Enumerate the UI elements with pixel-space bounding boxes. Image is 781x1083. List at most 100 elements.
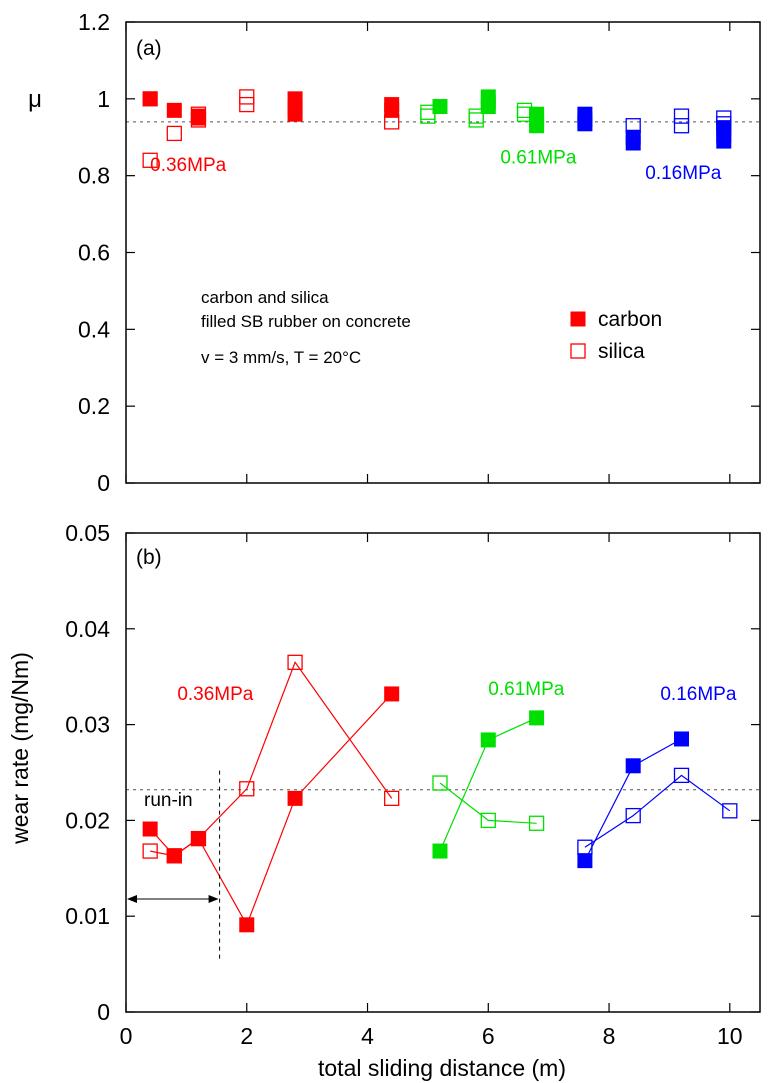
panel-a-silica-blue-point xyxy=(673,108,690,124)
run-in-arrowhead-right xyxy=(208,894,219,903)
panel-b-silica-blue-point xyxy=(625,807,641,824)
panel-b-silica-red-point xyxy=(166,848,182,864)
panel-b-silica-red-point xyxy=(384,790,400,807)
run-in-arrowhead-left xyxy=(127,894,137,903)
panel-b-silica-green-point xyxy=(432,775,448,791)
panel-b-carbon-green-point xyxy=(432,843,448,859)
panel-b-silica-red-line xyxy=(150,661,393,857)
panel-b-carbon-blue-point xyxy=(625,758,641,774)
panel-b-label: (b) xyxy=(136,546,162,569)
panel-b-y-axis-label: wear rate (mg/Nm) xyxy=(7,652,33,845)
legend-silica-marker xyxy=(570,343,586,359)
panel-b-silica-green-point xyxy=(480,812,496,829)
x-axis-label: total sliding distance (m) xyxy=(318,1055,566,1081)
panel-a-silica-red-point xyxy=(239,89,255,105)
panel-b-carbon-red-point xyxy=(287,790,303,806)
panel-a-silica-blue-point xyxy=(625,118,641,134)
panel-b-ticks: 0 0.01 0.02 0.03 0.04 0.05 xyxy=(65,520,760,1025)
panel-b-silica-blue-point xyxy=(673,767,690,784)
panel-a-pressure-label: 0.36MPa xyxy=(150,155,226,176)
panel-b-marks: 0.36MPa 0.61MPa 0.16MPa xyxy=(142,654,738,933)
panel-b-carbon-green-point xyxy=(529,710,545,726)
panel-b-carbon-green-point xyxy=(480,732,496,748)
shared-x-ticks: 0 2 4 6 8 10 xyxy=(120,1023,743,1049)
panel-a-silica-blue-point xyxy=(716,116,732,132)
panel-a-note-line-1: carbon and silica xyxy=(201,288,329,307)
panel-b-carbon-blue-point xyxy=(674,731,690,747)
panel-a-carbon-green-point xyxy=(480,99,496,115)
panel-b-carbon-red-point xyxy=(384,686,400,702)
panel-b-silica-red-point xyxy=(142,843,158,859)
panel-a-carbon-blue-point xyxy=(716,133,732,149)
panel-a-silica-red-point xyxy=(166,125,182,142)
x-tick-label: 6 xyxy=(482,1023,495,1049)
panel-a-ticks: 0 0.2 0.4 0.6 0.8 1 1.2 xyxy=(78,9,760,496)
panel-a-silica-red-point xyxy=(142,152,158,168)
panel-b-carbon-blue-point xyxy=(577,853,593,869)
panel-a-carbon-green-point xyxy=(529,118,545,134)
panel-b-y-tick-label: 0.01 xyxy=(65,903,110,929)
x-tick-label: 0 xyxy=(120,1023,133,1049)
panel-b-silica-red-point xyxy=(239,781,255,797)
panel-a-y-tick-label: 0.6 xyxy=(78,240,110,266)
panel-a-y-tick-label: 1 xyxy=(97,86,110,112)
legend-silica-label: silica xyxy=(598,340,645,363)
panel-a-pressure-label: 0.16MPa xyxy=(645,163,721,184)
panel-a-silica-green-point xyxy=(420,108,436,124)
panel-b-carbon-blue-line xyxy=(584,738,682,861)
run-in-annotation: run-in xyxy=(127,770,221,960)
panel-a-plot-frame xyxy=(125,21,761,484)
panel-a-carbon-green-point xyxy=(432,99,448,115)
panel-b-pressure-label: 0.16MPa xyxy=(660,684,736,705)
panel-a-y-tick-label: 0.2 xyxy=(78,393,110,419)
panel-b-silica-blue-line xyxy=(584,774,731,848)
panel-b-y-tick-label: 0.02 xyxy=(65,807,110,833)
panel-b-silica-blue-point xyxy=(722,803,738,819)
legend-carbon-marker xyxy=(570,311,586,327)
panel-a-carbon-red-point xyxy=(166,102,182,118)
run-in-label: run-in xyxy=(144,790,193,811)
x-tick-label: 4 xyxy=(361,1023,374,1049)
panel-a-carbon-red-point xyxy=(384,102,400,118)
panel-a-y-axis-label: μ xyxy=(28,86,42,113)
x-tick-label: 2 xyxy=(240,1023,253,1049)
panel-b-wear-rate-chart: 0.36MPa 0.61MPa 0.16MPa 00.010.020.030.040… xyxy=(7,520,761,1025)
x-tick-label: 8 xyxy=(603,1023,616,1049)
panel-b-silica-red-point xyxy=(190,830,207,847)
panel-a-silica-red-point xyxy=(190,112,207,128)
panel-a-y-tick-label: 0.4 xyxy=(78,316,110,342)
panel-b-carbon-red-point xyxy=(239,917,255,933)
panel-a-y-tick-label: 1.2 xyxy=(78,9,110,35)
panel-a-note-line-2: filled SB rubber on concrete xyxy=(201,312,411,331)
panel-a-silica-green-point xyxy=(516,106,533,122)
panel-b-y-tick-label: 0.05 xyxy=(65,520,110,546)
panel-b-plot-frame xyxy=(125,532,761,1013)
panel-a-label: (a) xyxy=(136,37,162,60)
panel-b-carbon-red-point xyxy=(142,821,158,837)
panel-a-carbon-red-point xyxy=(287,106,303,122)
panel-a-carbon-blue-point xyxy=(625,135,641,151)
panel-b-y-tick-label: 0.03 xyxy=(65,712,110,738)
panel-a-marks: 0.36MPa 0.61MPa 0.16MPa xyxy=(142,89,732,184)
legend-carbon-label: carbon xyxy=(598,308,662,331)
panel-b-silica-blue-point xyxy=(577,839,593,855)
x-tick-label: 10 xyxy=(717,1023,743,1049)
panel-a-silica-red-point xyxy=(384,114,400,130)
panel-a-carbon-red-point xyxy=(142,91,158,107)
panel-a-y-tick-label: 0.8 xyxy=(78,163,110,189)
panel-a-carbon-blue-point xyxy=(577,116,593,132)
panel-a-y-tick-label: 0 xyxy=(97,470,110,496)
panel-b-y-tick-label: 0.04 xyxy=(65,616,110,642)
panel-b-silica-red-point xyxy=(287,654,303,670)
panel-b-silica-green-point xyxy=(528,815,545,831)
panel-a-silica-blue-point xyxy=(673,118,690,134)
panel-a-silica-green-point xyxy=(468,112,484,128)
panel-b-pressure-label: 0.61MPa xyxy=(488,679,564,700)
legend: carbon silica xyxy=(570,308,662,363)
panel-a-silica-red-point xyxy=(239,96,255,113)
panel-b-silica-green-line xyxy=(439,782,537,824)
panel-a-pressure-label: 0.61MPa xyxy=(500,147,576,168)
panel-a-note-line-3: v = 3 mm/s, T = 20°C xyxy=(201,348,361,367)
